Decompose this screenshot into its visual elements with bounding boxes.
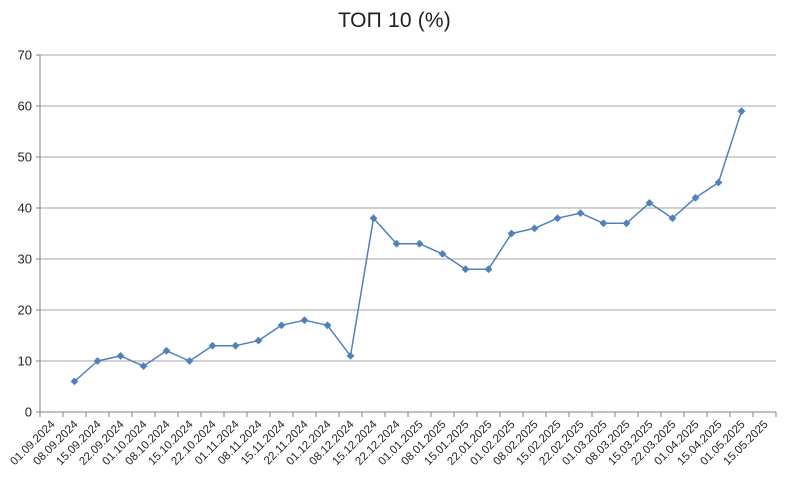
series-line — [74, 110, 743, 382]
data-point-marker — [599, 219, 608, 228]
data-point-marker — [116, 352, 125, 360]
data-point-marker — [438, 250, 447, 258]
data-point-marker — [668, 214, 677, 223]
data-point-marker — [737, 107, 746, 115]
data-point-marker — [415, 239, 424, 248]
y-axis-label: 70 — [18, 48, 32, 63]
y-axis-label: 30 — [18, 252, 32, 267]
data-point-marker — [208, 341, 217, 350]
y-axis-label: 50 — [18, 150, 32, 165]
y-axis-label: 20 — [18, 303, 32, 318]
y-axis-label: 60 — [18, 99, 32, 114]
data-point-marker — [139, 362, 148, 370]
data-point-marker — [254, 336, 263, 345]
y-axis-label: 40 — [18, 201, 32, 216]
data-point-marker — [392, 239, 401, 248]
data-point-marker — [300, 316, 309, 325]
data-point-marker — [70, 377, 79, 386]
data-point-marker — [93, 357, 102, 365]
data-point-marker — [576, 209, 585, 217]
data-point-marker — [162, 346, 171, 355]
data-point-marker — [277, 321, 286, 330]
data-point-marker — [323, 321, 332, 330]
data-point-marker — [507, 229, 516, 238]
chart-title: ТОП 10 (%) — [338, 9, 451, 32]
data-point-marker — [691, 193, 700, 202]
data-point-marker — [231, 341, 240, 350]
data-point-marker — [484, 265, 493, 274]
y-axis-label: 10 — [18, 354, 32, 369]
data-point-marker — [369, 214, 378, 223]
data-point-marker — [553, 214, 562, 223]
y-axis-label: 0 — [25, 405, 32, 420]
data-point-marker — [714, 178, 723, 187]
data-point-marker — [622, 219, 631, 228]
data-point-marker — [645, 199, 654, 207]
data-point-marker — [461, 265, 470, 274]
data-point-marker — [185, 357, 194, 365]
data-point-marker — [346, 352, 355, 360]
data-point-marker — [530, 224, 539, 233]
